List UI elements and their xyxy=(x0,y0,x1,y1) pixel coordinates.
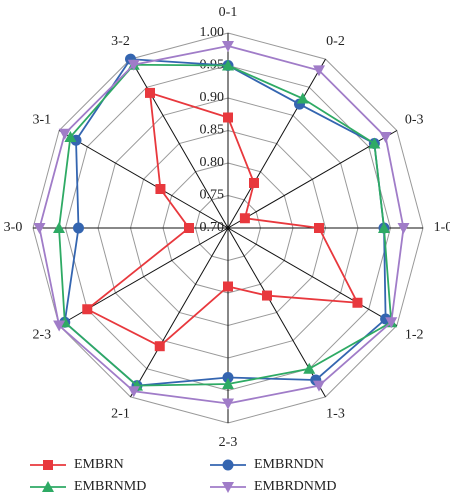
marker xyxy=(262,290,272,301)
category-label: 3-0 xyxy=(4,220,23,235)
marker xyxy=(249,177,259,188)
marker xyxy=(222,482,234,493)
marker xyxy=(222,459,234,471)
marker xyxy=(379,132,392,143)
marker xyxy=(42,481,54,492)
category-label: 0-2 xyxy=(326,34,345,49)
marker xyxy=(352,297,363,308)
category-label: 1-3 xyxy=(326,406,345,421)
marker xyxy=(154,341,165,352)
marker xyxy=(397,223,410,234)
legend-label: EMBRNDN xyxy=(254,457,324,472)
marker xyxy=(222,59,234,71)
category-label: 2-1 xyxy=(111,406,130,421)
marker xyxy=(303,362,316,374)
marker xyxy=(313,65,325,77)
spoke xyxy=(58,130,229,229)
marker xyxy=(222,378,234,389)
legend-label: EMBRDNMD xyxy=(254,479,336,494)
marker xyxy=(33,223,46,234)
spoke xyxy=(227,58,326,229)
marker xyxy=(184,223,194,233)
marker xyxy=(239,213,250,224)
marker xyxy=(145,87,155,98)
marker xyxy=(368,137,381,149)
marker xyxy=(314,223,324,233)
legend-label: EMBRNMD xyxy=(74,479,146,494)
marker xyxy=(223,112,233,123)
category-label: 2-3 xyxy=(219,435,238,450)
spoke xyxy=(227,130,398,229)
category-label: 0-1 xyxy=(219,5,238,20)
marker xyxy=(58,128,71,140)
category-label: 0-3 xyxy=(405,113,424,128)
marker xyxy=(82,304,93,315)
category-label: 3-2 xyxy=(111,34,130,49)
marker xyxy=(222,398,234,410)
marker xyxy=(313,380,325,392)
marker xyxy=(43,460,53,470)
spoke xyxy=(227,227,398,326)
category-label: 1-0 xyxy=(434,220,450,235)
marker xyxy=(296,92,309,104)
tick-label: 0.70 xyxy=(200,220,225,235)
marker xyxy=(53,222,65,233)
marker xyxy=(378,222,390,233)
marker xyxy=(385,317,398,329)
marker xyxy=(127,386,140,398)
legend-label: EMBRN xyxy=(74,457,124,472)
tick-label: 0.85 xyxy=(200,123,225,138)
marker xyxy=(73,222,84,234)
tick-label: 0.75 xyxy=(200,188,225,203)
marker xyxy=(64,131,77,142)
spoke xyxy=(130,227,229,398)
marker xyxy=(53,320,66,332)
category-label: 3-1 xyxy=(32,113,51,128)
marker xyxy=(222,41,234,52)
spoke xyxy=(130,58,229,229)
marker xyxy=(223,281,233,292)
marker xyxy=(222,372,234,383)
tick-label: 1.00 xyxy=(200,25,225,40)
tick-label: 0.80 xyxy=(200,155,225,170)
category-label: 2-3 xyxy=(32,328,51,343)
marker xyxy=(155,184,166,194)
category-label: 1-2 xyxy=(405,328,424,343)
tick-label: 0.90 xyxy=(200,90,225,105)
marker xyxy=(127,59,140,71)
